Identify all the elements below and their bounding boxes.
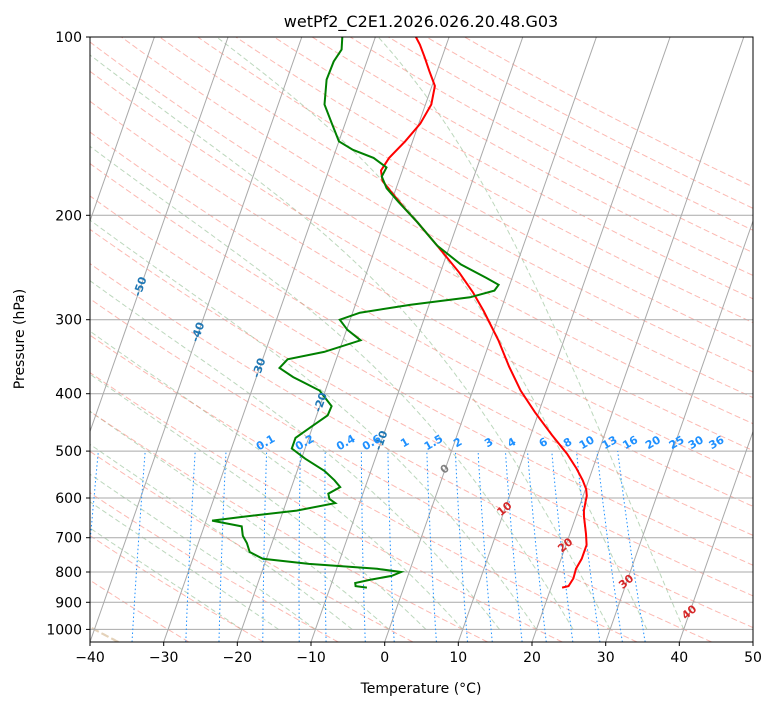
- y-tick-label: 900: [55, 595, 82, 611]
- y-tick-label: 800: [55, 565, 82, 581]
- x-tick-label: 30: [597, 650, 615, 666]
- y-tick-label: 1000: [46, 622, 82, 638]
- y-tick-label: 300: [55, 313, 82, 329]
- x-tick-label: 10: [449, 650, 467, 666]
- y-tick-label: 200: [55, 208, 82, 224]
- x-tick-label: 40: [670, 650, 688, 666]
- y-tick-label: 600: [55, 491, 82, 507]
- x-tick-label: 20: [523, 650, 541, 666]
- x-tick-label: 0: [380, 650, 389, 666]
- x-tick-label: −40: [75, 650, 105, 666]
- x-tick-label: −20: [223, 650, 253, 666]
- x-tick-label: −30: [149, 650, 179, 666]
- x-axis-label: Temperature (°C): [360, 681, 482, 697]
- y-axis-label: Pressure (hPa): [12, 289, 28, 389]
- x-tick-label: −10: [296, 650, 326, 666]
- x-tick-label: 50: [744, 650, 762, 666]
- y-tick-label: 500: [55, 444, 82, 460]
- chart-title: wetPf2_C2E1.2026.026.20.48.G03: [284, 12, 558, 32]
- y-tick-label: 700: [55, 531, 82, 547]
- y-tick-label: 400: [55, 387, 82, 403]
- y-tick-label: 100: [55, 30, 82, 46]
